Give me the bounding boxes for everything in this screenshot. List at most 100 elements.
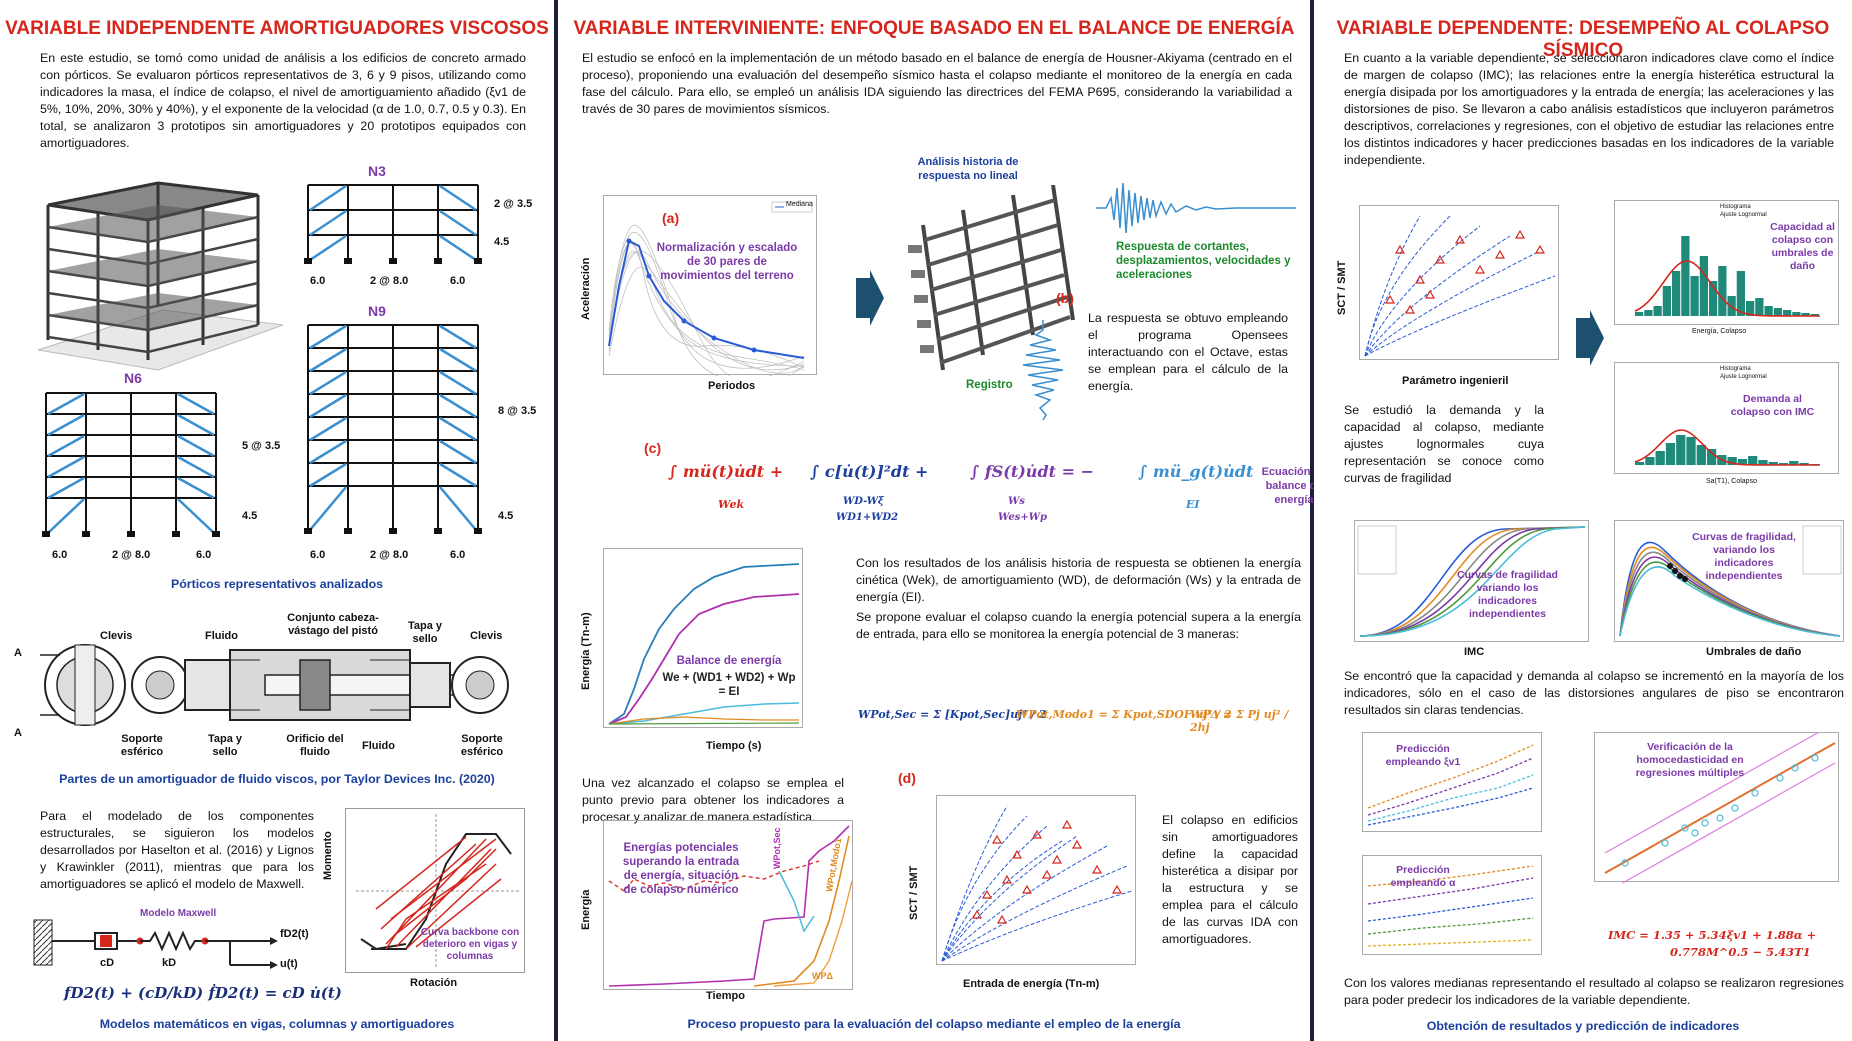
eq-term-damping: ∫ c[u̇(t)]²dt + xyxy=(810,462,929,481)
bay-label: 6.0 xyxy=(310,275,326,287)
hist2-note: Demanda al colapso con IMC xyxy=(1730,393,1815,418)
fig-a-legend: Mediana xyxy=(786,201,813,208)
fig-b-record: Registro xyxy=(966,379,1013,391)
fig-d-ida xyxy=(936,795,1136,965)
fig-b-title: Análisis historia de respuesta no lineal xyxy=(917,156,1019,182)
fig-a-spectra: Mediana Normalización y escalado de 30 p… xyxy=(603,195,817,376)
histogram-bar xyxy=(1696,445,1706,465)
histogram-bar xyxy=(1801,313,1810,316)
pot-eq-pdelta: WPΔ = Σ Pj uj² / 2hj xyxy=(1190,708,1289,734)
bay-label: 2 @ 8.0 xyxy=(370,549,409,561)
histogram-bar xyxy=(1653,306,1662,316)
eq-wd2: WD1+WD2 xyxy=(836,512,899,523)
hysteresis-note: Curva backbone con deterioro en vigas y … xyxy=(420,927,520,962)
frame-n9-height: 8 @ 3.5 xyxy=(498,405,537,417)
lognormal-fit-curve xyxy=(1634,260,1820,317)
histogram-bar xyxy=(1748,456,1758,465)
histogram-bar xyxy=(1644,310,1653,316)
hist1-legend: Ajuste Lognormal xyxy=(1720,212,1767,218)
histogram-bar xyxy=(1635,462,1645,465)
maxwell-model-diagram xyxy=(33,919,278,969)
fig-a-note: Normalización y escalado de 30 pares de … xyxy=(656,242,798,282)
histogram-bar xyxy=(1810,314,1819,316)
damper-label-cap: Tapa y sello xyxy=(407,620,443,645)
histogram-bar xyxy=(1672,271,1681,316)
histogram-bar xyxy=(1737,459,1748,465)
fig-b-response: Respuesta de cortantes, desplazamientos,… xyxy=(1116,241,1291,281)
frame-n6-base: 4.5 xyxy=(242,510,258,522)
lognormal-fit-curve xyxy=(1634,429,1820,466)
eq-wd: WD-Wξ xyxy=(843,496,884,507)
fig-pot-ylabel: Energía xyxy=(580,889,592,930)
verif-note: Verificación de la homocedasticidad en r… xyxy=(1635,741,1745,779)
hysteresis-xlabel: Rotación xyxy=(410,977,458,989)
section-label: A xyxy=(14,727,22,739)
histogram-bar xyxy=(1768,462,1778,465)
panel-dependent-variable: VARIABLE DEPENDENTE: DESEMPEÑO AL COLAPS… xyxy=(1314,0,1852,1041)
histogram-bar xyxy=(1706,449,1717,465)
frame-n3-label: N3 xyxy=(368,163,386,179)
caption-damper: Partes de un amortiguador de fluido visc… xyxy=(59,772,495,786)
final-text: Con los valores medianas representando e… xyxy=(1344,976,1844,1007)
model-text: Para el modelado de los componentes estr… xyxy=(40,809,314,891)
maxwell-title: Modelo Maxwell xyxy=(140,908,217,919)
histogram-bar xyxy=(1736,271,1745,316)
histogram-bar xyxy=(1681,236,1690,316)
fig-b-text: La respuesta se obtuvo empleando el prog… xyxy=(1088,311,1288,393)
fig-a-tag: (a) xyxy=(662,210,680,226)
eq-term-strain: ∫ fS(t)u̇dt = − xyxy=(970,462,1094,481)
fig-d-xlabel: Entrada de energía (Tn-m) xyxy=(963,978,1100,990)
panel-intervening-variable: VARIABLE INTERVINIENTE: ENFOQUE BASADO E… xyxy=(558,0,1326,1041)
histogram-bar xyxy=(1665,443,1676,465)
fig-d-text: El colapso en edificios sin amortiguador… xyxy=(1162,813,1298,946)
histogram-bar xyxy=(1655,451,1665,465)
intro-text: En cuanto a la variable dependiente, se … xyxy=(1344,51,1834,167)
histogram-bar xyxy=(1690,276,1699,316)
bay-label: 6.0 xyxy=(310,549,326,561)
damper-label-bearing: Soporte esférico xyxy=(460,733,504,758)
histogram-bar xyxy=(1799,463,1809,465)
damper-label-piston: Conjunto cabeza-vástago del pistó xyxy=(287,612,379,637)
hist1-legend: Histograma xyxy=(1720,204,1751,210)
bay-label: 2 @ 8.0 xyxy=(112,549,151,561)
histogram-bar xyxy=(1718,266,1727,316)
homoscedasticity-figure: Verificación de la homocedasticidad en r… xyxy=(1594,732,1839,883)
caption-models: Modelos matemáticos en vigas, columnas y… xyxy=(99,1017,455,1031)
maxwell-cd: cD xyxy=(100,957,115,969)
caption-frames: Pórticos representativos analizados xyxy=(170,577,384,591)
fig-b-tag: (b) xyxy=(1056,290,1074,306)
frame-n9-label: N9 xyxy=(368,303,386,319)
fig-c-note-title: Balance de energía xyxy=(676,655,782,667)
caption-results: Obtención de resultados y predicción de … xyxy=(1426,1019,1740,1033)
histogram-bar xyxy=(1727,457,1737,465)
hist2-xlabel: Sa(T1), Colapso xyxy=(1706,478,1757,485)
panel-independent-variable: VARIABLE INDEPENDENTE AMORTIGUADORES VIS… xyxy=(0,0,554,1041)
maxwell-force: fD2(t) xyxy=(280,928,309,940)
frame-n3-base: 4.5 xyxy=(494,236,510,248)
histogram-bar xyxy=(1676,435,1686,465)
intro-text: En este estudio, se tomó como unidad de … xyxy=(40,51,526,150)
panel-separator xyxy=(1310,0,1314,1041)
hist1-note: Capacidad al colapso con umbrales de dañ… xyxy=(1770,221,1835,272)
fig-b-response-signal xyxy=(1096,182,1296,234)
frag1-note: Curvas de fragilidad variando los indica… xyxy=(1457,569,1558,620)
damper-diagram xyxy=(40,644,509,726)
bay-label: 6.0 xyxy=(450,275,466,287)
fragility-damage: Curvas de fragilidad, variando los indic… xyxy=(1614,520,1844,642)
pred1-note: Predicción empleando ξv1 xyxy=(1385,743,1461,768)
fig-c-note-eq: We + (WD1 + WD2) + Wp = EI xyxy=(662,672,796,698)
bay-label: 6.0 xyxy=(52,549,68,561)
histogram-bar xyxy=(1699,256,1708,316)
frag1-xlabel: IMC xyxy=(1464,646,1485,658)
ida-curves-figure xyxy=(1359,205,1559,360)
fragility-text: Se estudió la demanda y la capacidad al … xyxy=(1344,403,1544,485)
prediction-xi: Predicción empleando ξv1 xyxy=(1362,732,1542,832)
eq-term-kinetic: ∫ mü(t)u̇dt + xyxy=(668,462,784,481)
frame-n6-label: N6 xyxy=(124,370,142,386)
bay-label: 2 @ 8.0 xyxy=(370,275,409,287)
damper-label-fluid: Fluido xyxy=(362,740,395,752)
fig-potential-energies: Energías potenciales superando la entrad… xyxy=(603,820,853,990)
building-3d-figure xyxy=(37,181,284,371)
hist1-xlabel: Energía, Colapso xyxy=(1692,328,1747,335)
histogram-bar xyxy=(1746,301,1755,316)
